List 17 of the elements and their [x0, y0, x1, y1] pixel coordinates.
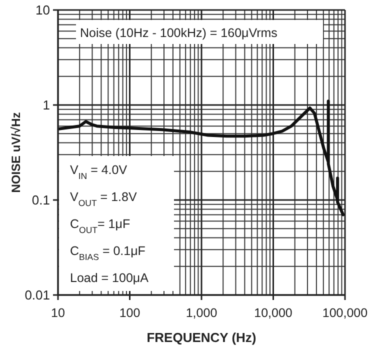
annotation: V$_{IN}$ = 4.0V [70, 163, 128, 181]
x-axis-title: FREQUENCY (Hz) [146, 330, 256, 345]
x-tick-label: 1,000 [186, 306, 218, 320]
x-tick-label: 10,000 [254, 306, 292, 320]
y-axis-title: NOISE uV/√Hz [9, 112, 23, 193]
y-tick-label: 1 [42, 98, 50, 113]
annotation: Noise (10Hz - 100kHz) = 160μVrms [80, 26, 278, 40]
x-tick-label: 100,000 [322, 306, 368, 320]
x-tick-label: 10 [51, 306, 65, 320]
x-tick-label: 100 [119, 306, 140, 320]
y-tick-label: 0.1 [32, 192, 50, 208]
annotation: V$_{OUT}$ = 1.8V [70, 190, 138, 208]
annotation: C$_{OUT}$= 1μF [70, 217, 130, 235]
annotation: C$_{BIAS}$ = 0.1μF [70, 244, 146, 262]
y-tick-label: 0.01 [24, 288, 50, 303]
y-tick-label: 10 [36, 2, 50, 18]
annotation: Load = 100μA [70, 271, 150, 285]
